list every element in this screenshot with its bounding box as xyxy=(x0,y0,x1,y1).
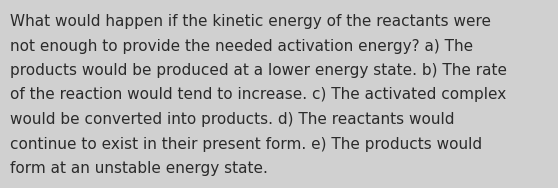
Text: form at an unstable energy state.: form at an unstable energy state. xyxy=(10,161,268,176)
Text: not enough to provide the needed activation energy? a) The: not enough to provide the needed activat… xyxy=(10,39,473,54)
Text: of the reaction would tend to increase. c) The activated complex: of the reaction would tend to increase. … xyxy=(10,87,506,102)
Text: would be converted into products. d) The reactants would: would be converted into products. d) The… xyxy=(10,112,455,127)
Text: products would be produced at a lower energy state. b) The rate: products would be produced at a lower en… xyxy=(10,63,507,78)
Text: What would happen if the kinetic energy of the reactants were: What would happen if the kinetic energy … xyxy=(10,14,491,29)
Text: continue to exist in their present form. e) The products would: continue to exist in their present form.… xyxy=(10,136,482,152)
